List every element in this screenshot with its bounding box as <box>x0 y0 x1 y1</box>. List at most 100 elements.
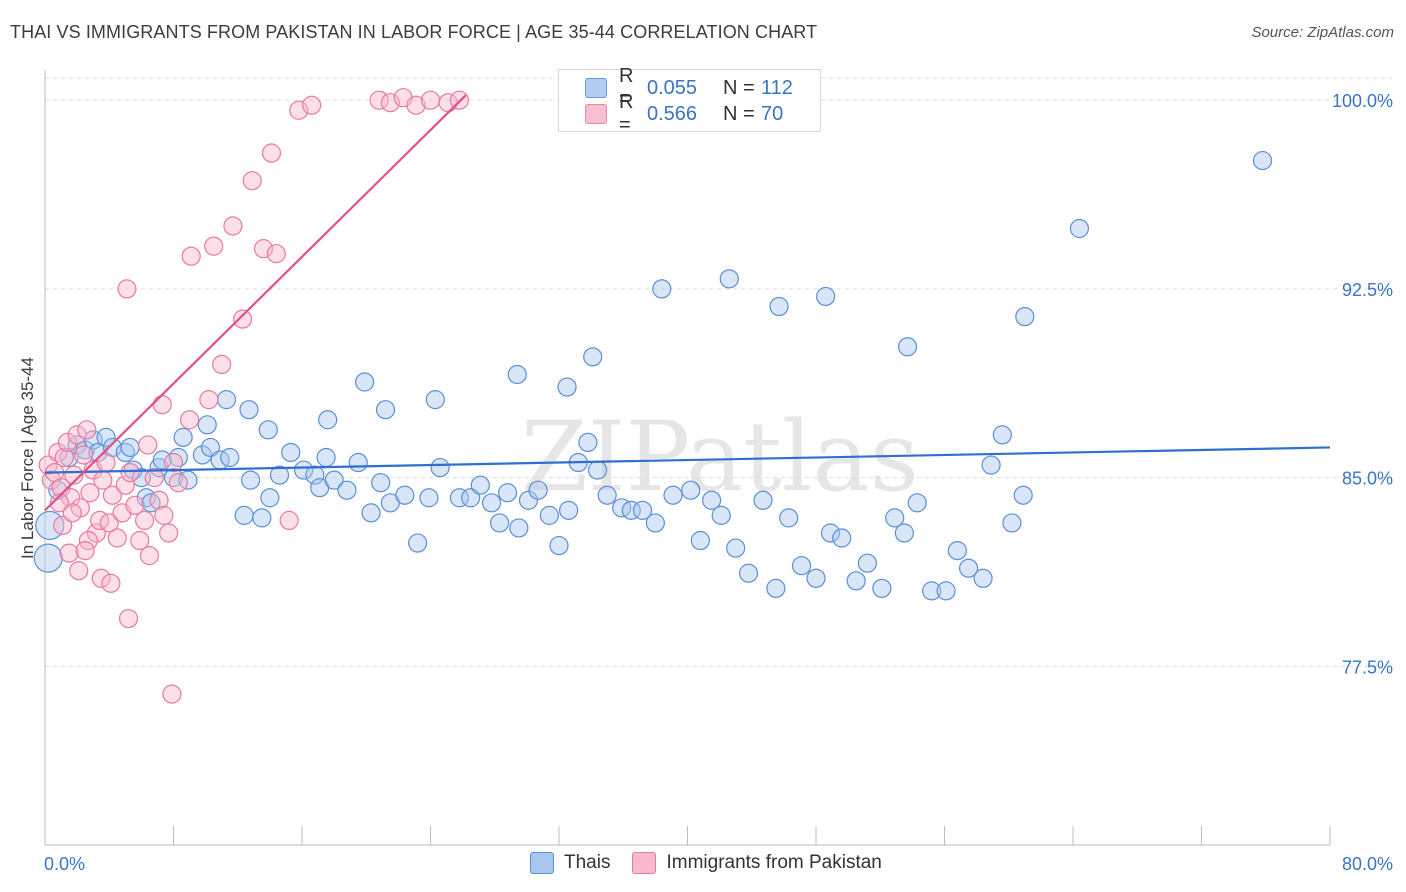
point-thais <box>726 538 746 558</box>
point-thais <box>557 377 577 397</box>
legend-r-value: 0.566 <box>647 102 698 125</box>
point-thais <box>663 485 683 505</box>
point-thais <box>820 523 841 543</box>
point-thais <box>260 488 280 508</box>
point-thais <box>324 470 344 490</box>
y-tick-label: 77.5% <box>1342 657 1393 677</box>
y-tick-label: 92.5% <box>1342 280 1393 300</box>
point-thais <box>583 347 603 367</box>
point-pakistan <box>80 483 100 503</box>
point-thais <box>621 500 641 520</box>
point-pakistan <box>118 608 139 629</box>
point-thais <box>539 505 559 525</box>
point-pakistan <box>204 236 224 256</box>
point-thais <box>96 427 116 447</box>
point-thais <box>509 518 529 538</box>
point-pakistan <box>61 488 81 508</box>
point-thais <box>348 452 368 473</box>
point-pakistan <box>159 523 179 543</box>
point-thais <box>907 493 927 513</box>
point-thais <box>507 364 527 385</box>
point-thais <box>498 483 518 503</box>
point-pakistan <box>64 465 84 485</box>
point-pakistan <box>57 432 78 453</box>
point-pakistan <box>149 490 169 510</box>
point-thais <box>419 488 439 508</box>
legend-r-label: R = <box>619 65 634 110</box>
point-thais <box>791 556 812 576</box>
point-thais <box>318 410 338 430</box>
point-thais <box>449 488 470 508</box>
point-pakistan <box>369 90 389 110</box>
point-pakistan <box>101 573 121 593</box>
legend-r-value: 0.055 <box>647 76 698 99</box>
point-pakistan <box>139 546 160 566</box>
point-thais <box>120 437 140 458</box>
point-thais <box>239 400 259 420</box>
point-pakistan <box>107 528 127 548</box>
series-label-thais: Thais <box>564 852 611 873</box>
series-legend: Thais Immigrants from Pakistan <box>530 852 904 874</box>
y-tick-label: 100.0% <box>1332 91 1393 111</box>
point-pakistan <box>138 435 158 455</box>
series-swatch-pakistan <box>632 852 657 874</box>
legend-n-label: N = <box>723 102 755 125</box>
series-swatch-thais <box>530 852 554 874</box>
point-thais <box>489 513 510 533</box>
point-thais <box>141 493 161 513</box>
point-thais <box>857 553 878 573</box>
point-thais <box>846 571 866 591</box>
point-thais <box>1015 306 1035 327</box>
point-pakistan <box>232 309 253 329</box>
point-pakistan <box>91 568 111 588</box>
point-thais <box>430 457 450 478</box>
point-thais <box>894 523 914 543</box>
series-legend-pakistan[interactable]: Immigrants from Pakistan <box>632 852 882 874</box>
legend-n-value: 70 <box>761 102 784 125</box>
point-thais <box>281 442 301 463</box>
point-thais <box>355 372 375 392</box>
point-thais <box>885 508 905 528</box>
point-pakistan <box>54 447 74 468</box>
x-tick-label-left: 0.0% <box>44 854 85 874</box>
point-pakistan <box>144 468 164 488</box>
point-pakistan <box>266 244 286 264</box>
point-pakistan <box>67 425 87 445</box>
point-pakistan <box>261 143 282 163</box>
point-thais <box>173 427 193 447</box>
point-thais <box>220 447 240 468</box>
series-legend-thais[interactable]: Thais <box>530 852 610 874</box>
point-thais <box>337 480 357 500</box>
point-thais <box>701 490 722 510</box>
point-thais <box>973 568 993 588</box>
point-thais <box>1002 513 1022 533</box>
point-pakistan <box>223 216 243 236</box>
point-thais <box>711 505 731 525</box>
point-pakistan <box>179 410 200 430</box>
point-pakistan <box>420 90 441 110</box>
point-pakistan <box>102 485 123 505</box>
point-pakistan <box>62 503 82 523</box>
legend-row-pakistan: R = 0.566 N = 70 <box>585 91 784 136</box>
point-thais <box>241 470 261 490</box>
point-thais <box>234 505 254 525</box>
point-thais <box>936 581 956 601</box>
point-thais <box>518 490 539 510</box>
point-thais <box>779 508 799 528</box>
legend-r-label: R = <box>619 91 634 136</box>
point-pakistan <box>163 452 184 473</box>
point-pakistan <box>130 530 150 551</box>
point-thais <box>294 460 314 480</box>
point-thais <box>252 508 272 528</box>
point-thais <box>258 420 278 440</box>
point-pakistan <box>59 543 79 563</box>
point-thais <box>1013 485 1033 505</box>
point-thais <box>216 390 237 410</box>
point-pakistan <box>120 462 140 483</box>
point-thais <box>922 581 942 601</box>
point-thais <box>832 528 852 548</box>
point-pakistan <box>279 510 299 531</box>
legend-row-thais: R = 0.055 N = 112 <box>585 65 793 110</box>
point-thais <box>958 558 979 578</box>
point-pakistan <box>289 100 309 120</box>
